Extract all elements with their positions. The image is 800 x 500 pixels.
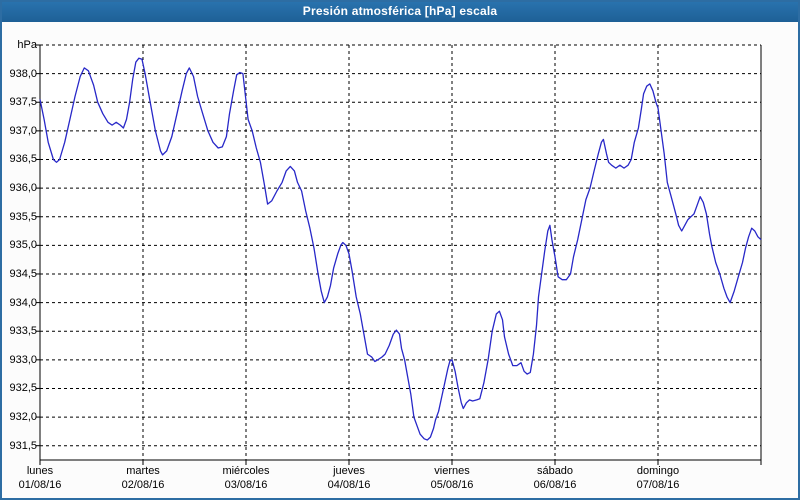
window-title: Presión atmosférica [hPa] escala [302, 4, 498, 18]
y-tick-label: 932,5 [9, 382, 37, 395]
y-tick-label: 937,5 [9, 96, 37, 109]
x-tick-date: 02/08/16 [121, 479, 165, 491]
y-tick-label: 935,5 [9, 210, 37, 223]
pressure-line [39, 57, 762, 441]
y-tick-label: 931,5 [9, 439, 37, 452]
x-tick-label: jueves 04/08/16 [304, 464, 394, 492]
x-tick-date: 04/08/16 [327, 479, 371, 491]
x-tick-date: 03/08/16 [224, 479, 268, 491]
x-tick-label: miércoles 03/08/16 [201, 464, 291, 492]
x-tick-day: sábado [536, 465, 574, 477]
x-tick-day: martes [126, 465, 160, 477]
x-tick-date: 07/08/16 [636, 479, 680, 491]
x-tick-date: 06/08/16 [533, 479, 577, 491]
y-tick-label: 932,0 [9, 411, 37, 424]
title-bar: Presión atmosférica [hPa] escala [0, 0, 800, 22]
x-tick-label: domingo 07/08/16 [613, 464, 703, 492]
x-tick-label: lunes 01/08/16 [0, 464, 85, 492]
y-tick-label: 936,0 [9, 182, 37, 195]
y-tick-label: 935,0 [9, 239, 37, 252]
x-tick-label: martes 02/08/16 [98, 464, 188, 492]
y-axis-unit-label: hPa [17, 39, 37, 51]
x-tick-date: 01/08/16 [18, 479, 62, 491]
y-tick-label: 934,5 [9, 267, 37, 280]
x-tick-day: jueves [333, 465, 365, 477]
plot-area [40, 45, 761, 460]
y-tick-label: 937,0 [9, 124, 37, 137]
x-tick-day: viernes [434, 465, 470, 477]
y-tick-label: 933,5 [9, 325, 37, 338]
x-tick-day: lunes [26, 465, 54, 477]
x-tick-label: sábado 06/08/16 [510, 464, 600, 492]
x-tick-date: 05/08/16 [430, 479, 474, 491]
x-tick-label: viernes 05/08/16 [407, 464, 497, 492]
y-tick-label: 938,0 [9, 67, 37, 80]
x-tick-day: miércoles [222, 465, 270, 477]
y-tick-label: 933,0 [9, 353, 37, 366]
y-tick-label: 936,5 [9, 153, 37, 166]
y-tick-label: 934,0 [9, 296, 37, 309]
x-tick-day: domingo [636, 465, 680, 477]
